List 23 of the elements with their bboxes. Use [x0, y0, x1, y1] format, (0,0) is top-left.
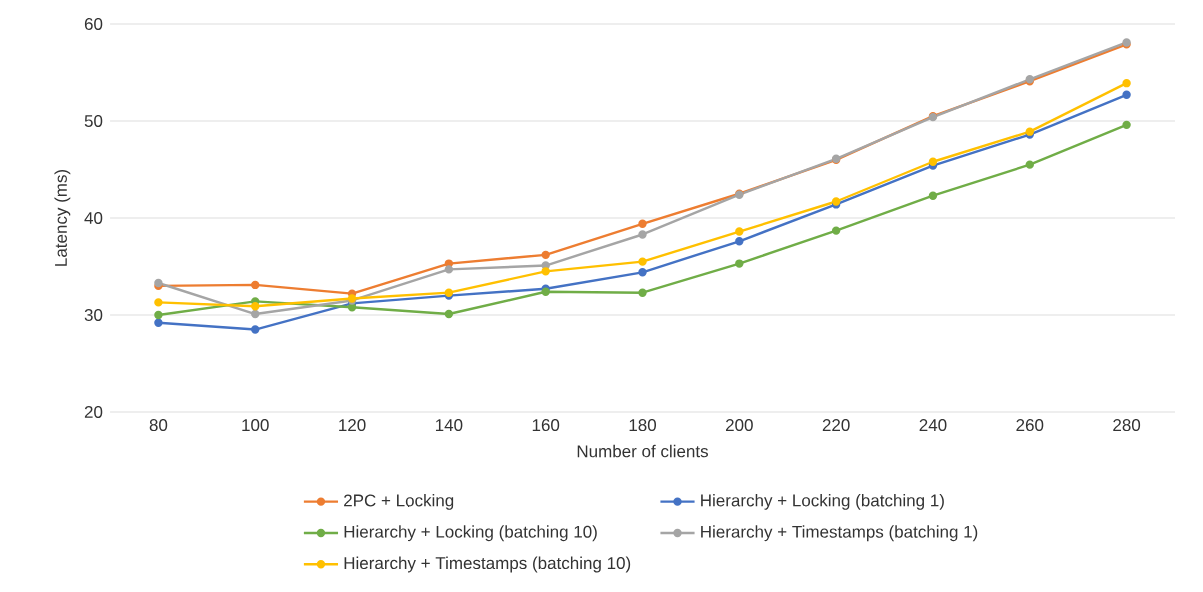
x-tick-label: 120 [339, 419, 366, 432]
legend-label: 2PC + Locking [344, 493, 454, 510]
x-tick-label: 200 [725, 419, 753, 432]
y-tick-label: 30 [84, 308, 103, 321]
x-tick-label: 140 [435, 419, 463, 432]
y-tick-label: 40 [84, 211, 103, 224]
x-axis-title: Number of clients [577, 444, 708, 458]
legend-label: Hierarchy + Timestamps (batching 10) [344, 556, 631, 573]
x-tick-label: 160 [532, 419, 560, 432]
y-tick-label: 20 [84, 405, 103, 418]
y-axis-title: Latency (ms) [54, 169, 71, 266]
x-tick-label: 100 [242, 419, 269, 432]
y-tick-label: 60 [84, 17, 103, 31]
x-tick-label: 280 [1113, 419, 1141, 432]
legend-label: Hierarchy + Locking (batching 1) [701, 493, 944, 510]
legend-label: Hierarchy + Locking (batching 10) [344, 525, 597, 542]
x-tick-label: 80 [149, 419, 168, 432]
x-tick-label: 240 [919, 419, 947, 432]
legend-label: Hierarchy + Timestamps (batching 1) [701, 525, 978, 542]
x-tick-label: 220 [822, 419, 850, 432]
x-tick-label: 260 [1016, 419, 1044, 432]
y-tick-label: 50 [84, 114, 103, 127]
x-tick-label: 180 [629, 419, 657, 432]
